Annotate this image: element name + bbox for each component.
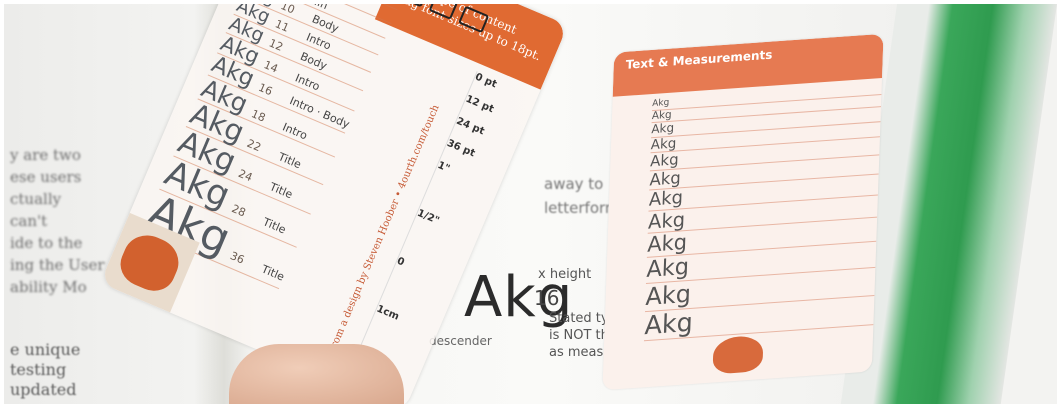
size-label: 18 [249,107,268,125]
size-label: 16 [256,80,275,99]
size-label: 12 [266,36,285,54]
cat-logo-icon [712,334,764,375]
size-label: 36 [228,249,247,267]
text-line: ide to the [10,234,83,252]
category-label: Title [259,262,287,284]
text-line: updated [10,380,77,399]
book-left-text: y are two ese users ctually can't ide to… [10,144,105,298]
printed-card-rows: Akg Akg Akg Akg Akg Akg Akg Akg Akg Akg Akg Akg [604,78,882,344]
printed-card-illustration: Text & Measurements Akg Akg Akg Akg Akg Akg Ak… [602,33,884,391]
text-line: y are two [10,146,81,164]
size-label: 22 [244,136,263,155]
book-left-bottom-text: e unique testing updated [10,340,80,400]
text-line: away to [544,175,604,193]
size-label: 10 [278,0,297,17]
thumb [229,344,404,404]
size-label: 11 [273,17,292,35]
measure-example-glyphs: Akg [464,265,574,330]
text-line: e unique [10,340,81,359]
text-line: ability Mo [10,278,87,296]
x-height-label: x height [538,267,592,282]
size-label: 14 [261,58,280,76]
size-label: 24 [236,166,255,185]
descender-label: descender [429,334,492,348]
text-line: ese users [10,168,82,186]
text-line: can't [10,212,48,230]
text-line: ctually [10,190,62,208]
category-label: Title [260,215,288,237]
text-line: ing the User [10,256,105,274]
text-line: testing [10,360,67,379]
measure-size: 16 [534,286,560,310]
